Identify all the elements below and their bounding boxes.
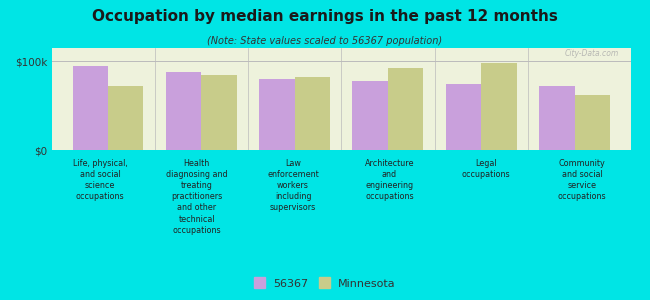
Bar bbox=[481, 63, 517, 150]
Text: Law
enforcement
workers
including
supervisors: Law enforcement workers including superv… bbox=[267, 159, 319, 212]
Bar bbox=[446, 84, 481, 150]
Text: City-Data.com: City-Data.com bbox=[565, 49, 619, 58]
Bar bbox=[388, 68, 423, 150]
Text: Community
and social
service
occupations: Community and social service occupations bbox=[558, 159, 606, 201]
Text: Life, physical,
and social
science
occupations: Life, physical, and social science occup… bbox=[73, 159, 127, 201]
Text: Health
diagnosing and
treating
practitioners
and other
technical
occupations: Health diagnosing and treating practitio… bbox=[166, 159, 228, 235]
Text: Occupation by median earnings in the past 12 months: Occupation by median earnings in the pas… bbox=[92, 9, 558, 24]
Bar bbox=[294, 77, 330, 150]
Text: Legal
occupations: Legal occupations bbox=[462, 159, 510, 179]
Legend: 56367, Minnesota: 56367, Minnesota bbox=[252, 277, 398, 291]
Text: Architecture
and
engineering
occupations: Architecture and engineering occupations bbox=[365, 159, 414, 201]
Bar bbox=[575, 95, 610, 150]
Bar bbox=[73, 66, 108, 150]
Bar bbox=[202, 76, 237, 150]
Bar bbox=[352, 81, 388, 150]
Bar bbox=[108, 86, 144, 150]
Bar bbox=[259, 79, 294, 150]
Text: (Note: State values scaled to 56367 population): (Note: State values scaled to 56367 popu… bbox=[207, 36, 443, 46]
Bar bbox=[539, 86, 575, 150]
Bar bbox=[166, 72, 202, 150]
